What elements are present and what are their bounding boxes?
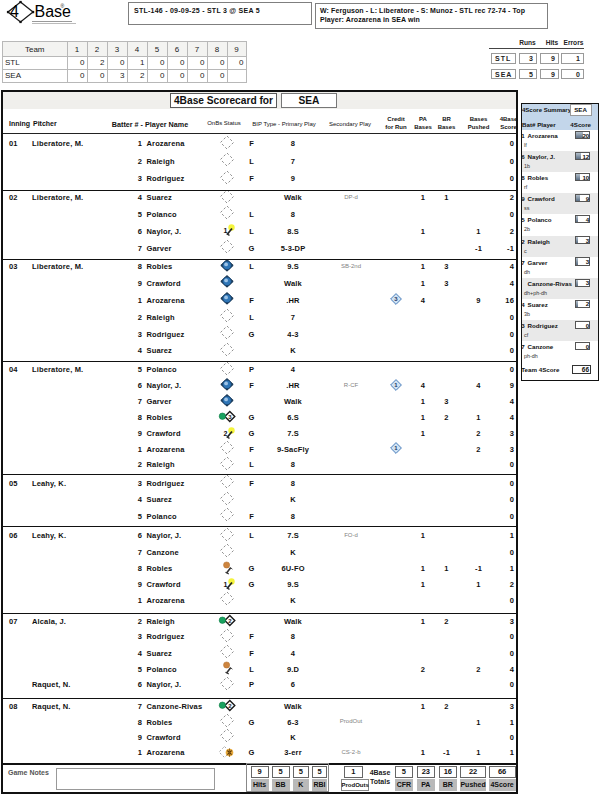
svg-text:1: 1 [224,580,228,587]
svg-text:2: 2 [224,429,228,436]
svg-text:1: 1 [224,227,228,234]
